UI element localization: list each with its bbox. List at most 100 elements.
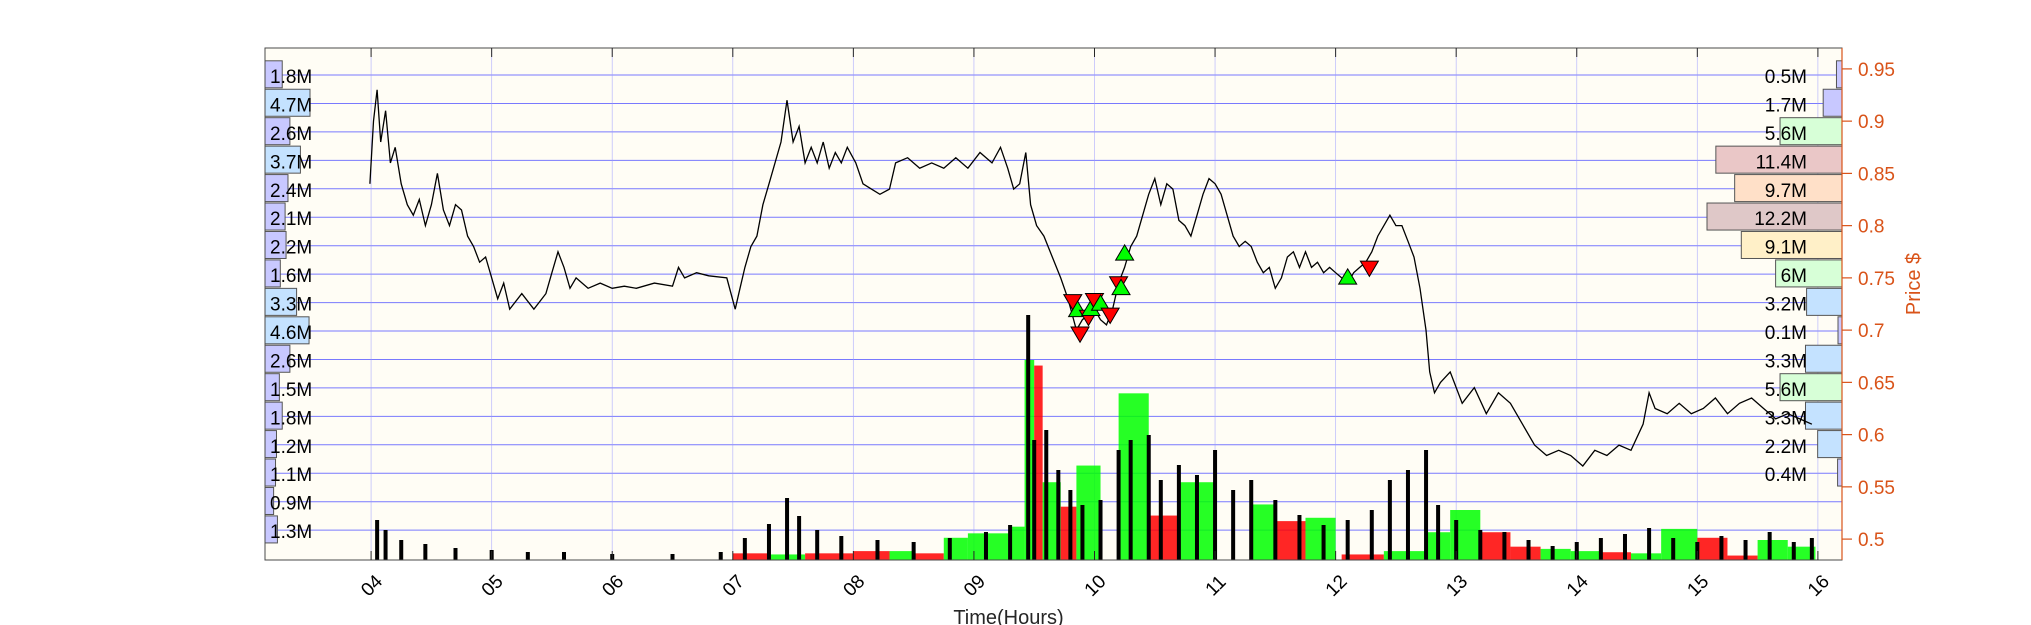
volume-bar — [1297, 515, 1302, 560]
volume-bar — [1405, 470, 1410, 560]
volume-profile-left-label: 1.6M — [270, 266, 312, 287]
plot-area — [265, 48, 1842, 560]
volume-bar — [453, 548, 458, 560]
volume-profile-left-bar — [264, 344, 291, 373]
volume-profile-right-label: 0.4M — [1765, 465, 1807, 486]
volume-bar — [1424, 450, 1429, 560]
x-tick-label: 14 — [1563, 571, 1593, 601]
y-tick-label: 0.85 — [1858, 164, 1895, 185]
x-tick-label: 09 — [960, 571, 990, 601]
y-tick-label: 0.55 — [1858, 478, 1895, 499]
volume-profile-left-label: 2.4M — [270, 181, 312, 202]
volume-profile-right-label: 6M — [1781, 266, 1807, 287]
volume-bar — [1809, 538, 1814, 560]
x-tick-label: 05 — [478, 571, 508, 601]
y-tick-label: 0.7 — [1858, 321, 1884, 342]
order-bar — [1540, 548, 1571, 560]
volume-profile-right-bar — [1804, 344, 1843, 373]
volume-profile-right-bar — [1837, 458, 1843, 487]
volume-profile-left-bar — [264, 117, 291, 146]
order-bar — [1757, 540, 1788, 560]
order-bar — [1727, 555, 1758, 560]
y-tick-label: 0.6 — [1858, 426, 1884, 447]
x-tick-label: 15 — [1683, 571, 1713, 601]
volume-profile-left-label: 4.7M — [270, 95, 312, 116]
order-bar — [1661, 528, 1698, 560]
x-tick-label: 06 — [598, 571, 628, 601]
order-bar — [805, 553, 854, 560]
order-bar — [1076, 465, 1101, 560]
volume-bar — [1369, 510, 1374, 560]
order-bar — [1034, 365, 1043, 560]
x-tick-label: 13 — [1442, 571, 1472, 601]
volume-profile-left-label: 3.3M — [270, 295, 312, 316]
trade-markers — [1062, 243, 1380, 344]
price-series-line — [369, 89, 1813, 467]
order-bar — [967, 533, 1011, 560]
buy-marker — [1114, 243, 1135, 261]
volume-bar — [766, 524, 771, 560]
volume-profile-left-bar — [264, 88, 311, 117]
volume-profile-right-label: 3.2M — [1765, 295, 1807, 316]
volume-bar — [1080, 505, 1085, 560]
volume-bar — [1213, 450, 1218, 560]
volume-profile-left-bar — [264, 287, 298, 316]
x-tick-label: 12 — [1322, 571, 1352, 601]
volume-bar — [718, 552, 723, 560]
volume-bar — [1044, 430, 1049, 560]
buy-marker — [1111, 278, 1131, 296]
volume-bar — [1249, 480, 1254, 560]
volume-profile-right-label: 11.4M — [1756, 152, 1807, 173]
volume-bar — [797, 516, 802, 560]
volume-profile-right-bar — [1706, 202, 1843, 231]
volume-bar — [1526, 540, 1531, 560]
volume-profile-right-label: 2.2M — [1765, 437, 1807, 458]
volume-bar — [375, 520, 380, 560]
volume-bar — [399, 540, 404, 560]
order-bar — [853, 551, 890, 560]
volume-profile-left-label: 2.6M — [270, 351, 312, 372]
volume-profile-right-label: 5.6M — [1765, 124, 1807, 145]
order-bar — [913, 553, 944, 560]
volume-bar — [1387, 480, 1392, 560]
order-bar — [1341, 554, 1384, 560]
volume-bar — [562, 552, 567, 560]
order-bar — [1148, 515, 1179, 560]
order-bar — [1118, 393, 1149, 560]
volume-bar — [1116, 450, 1121, 560]
order-bar — [1510, 546, 1541, 560]
order-bar — [1010, 526, 1025, 560]
order-bar — [1305, 517, 1336, 560]
y-tick-label: 0.5 — [1858, 530, 1884, 551]
volume-bar — [911, 542, 916, 560]
volume-profile-right-bar — [1715, 145, 1843, 174]
volume-bar — [1194, 475, 1199, 560]
volume-bar — [1158, 480, 1163, 560]
volume-bar — [1128, 440, 1133, 560]
volume-profile-left-label: 2.6M — [270, 124, 312, 145]
volume-bar — [1719, 536, 1724, 560]
volume-profile-right-label: 0.5M — [1765, 67, 1807, 88]
volume-profile-left: 1.8M 4.7M 2.6M 3.7M 2.4M 2.1M 2.2M 1.6M 3.3M 4.6M… — [264, 60, 312, 544]
volume-bar — [1671, 538, 1676, 560]
volume-bar — [1502, 532, 1507, 560]
volume-bar — [383, 530, 388, 560]
volume-bar — [875, 540, 880, 560]
volume-bar — [1273, 500, 1278, 560]
order-bar — [1251, 504, 1276, 560]
sell-marker — [1359, 260, 1380, 278]
volume-profile-left-label: 1.2M — [270, 437, 312, 458]
buy-marker — [1090, 294, 1111, 311]
volume-profile-right-bar — [1779, 373, 1843, 402]
grid — [265, 48, 1842, 560]
volume-bar — [525, 552, 530, 560]
volume-bar — [1068, 490, 1073, 560]
order-bar — [889, 551, 914, 560]
order-bar — [943, 537, 968, 560]
volume-bar — [1345, 520, 1350, 560]
volume-profile-right-bar — [1817, 430, 1843, 459]
volume-bar — [1743, 540, 1748, 560]
volume-profile-left-label: 3.7M — [270, 152, 312, 173]
y-tick-label: 0.65 — [1858, 373, 1895, 394]
volume-bar — [1098, 500, 1103, 560]
